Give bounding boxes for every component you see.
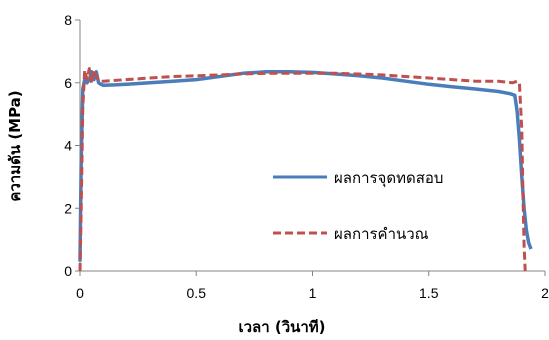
series-line-1 — [78, 70, 533, 262]
x-axis-title: เวลา (วินาที) — [238, 318, 325, 336]
axes — [75, 19, 546, 276]
y-axis-title: ความดัน (MPa) — [6, 90, 24, 201]
x-tick-labels: 0 0.5 1 1.5 2 — [76, 285, 549, 301]
series-lines — [78, 67, 533, 272]
y-tick-label: 2 — [64, 200, 72, 216]
y-tick-labels: 0 2 4 6 8 — [64, 12, 72, 279]
y-tick-label: 0 — [64, 263, 72, 279]
y-tick-label: 4 — [64, 138, 72, 154]
x-tick-label: 0 — [76, 285, 84, 301]
x-tick-label: 0.5 — [187, 285, 207, 301]
legend-label-1: ผลการจุดทดสอบ — [334, 169, 443, 188]
series-line-2 — [78, 67, 527, 272]
x-tick-label: 2 — [541, 285, 549, 301]
y-tick-label: 6 — [64, 75, 72, 91]
x-tick-label: 1 — [309, 285, 317, 301]
y-tick-label: 8 — [64, 12, 72, 28]
legend-label-2: ผลการคำนวณ — [334, 225, 429, 243]
x-tick-label: 1.5 — [419, 285, 439, 301]
